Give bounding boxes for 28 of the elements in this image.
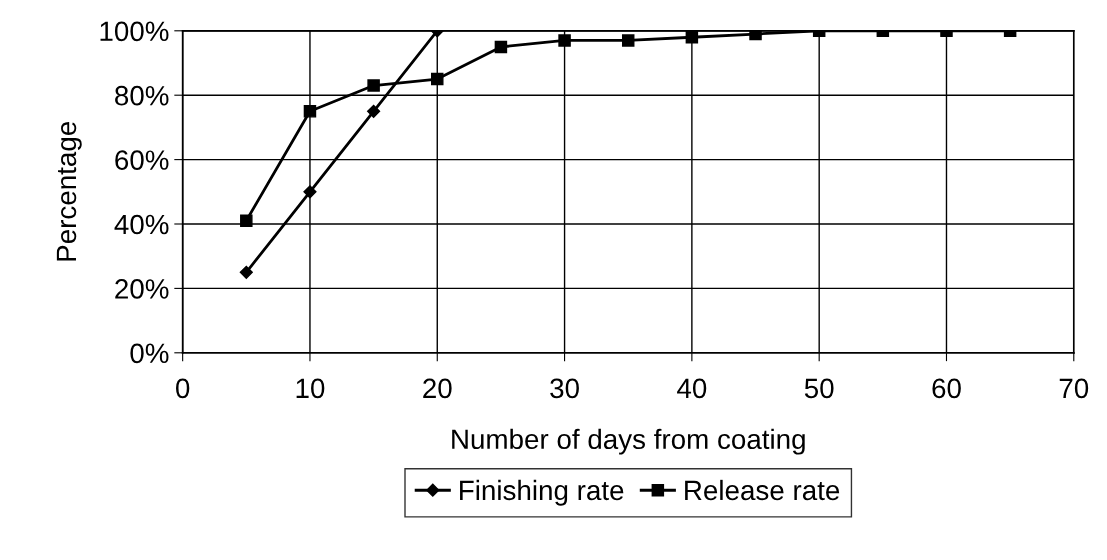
y-tick-label: 0%	[130, 343, 169, 364]
x-tick-label: 10	[296, 378, 325, 399]
point	[621, 34, 635, 47]
point	[240, 214, 253, 228]
point	[367, 79, 380, 92]
x-tick-label: 70	[1059, 378, 1089, 399]
point	[303, 105, 317, 118]
y-tick-label: 60%	[115, 150, 169, 170]
y-tick-label: 20%	[115, 279, 169, 299]
y-tick-label: 100%	[100, 21, 169, 42]
point	[239, 265, 253, 279]
y-axis-title: Percentage	[56, 121, 82, 261]
x-tick-label: 30	[550, 378, 579, 399]
y-tick-label: 40%	[114, 214, 169, 235]
point	[303, 185, 317, 199]
x-tick-label: 60	[932, 378, 961, 399]
legend-label: Finishing rate	[460, 479, 624, 506]
point	[431, 72, 444, 86]
point	[494, 40, 508, 54]
point	[367, 104, 381, 118]
x-axis-title: Number of days from coating	[452, 428, 805, 455]
x-tick-label: 50	[804, 378, 834, 399]
legend-label: Release rate	[685, 479, 840, 501]
y-tick-label: 80%	[115, 85, 169, 106]
point	[558, 34, 571, 47]
x-tick-label: 40	[677, 378, 707, 399]
x-tick-label: 0	[176, 378, 190, 399]
x-tick-label: 20	[423, 378, 452, 399]
